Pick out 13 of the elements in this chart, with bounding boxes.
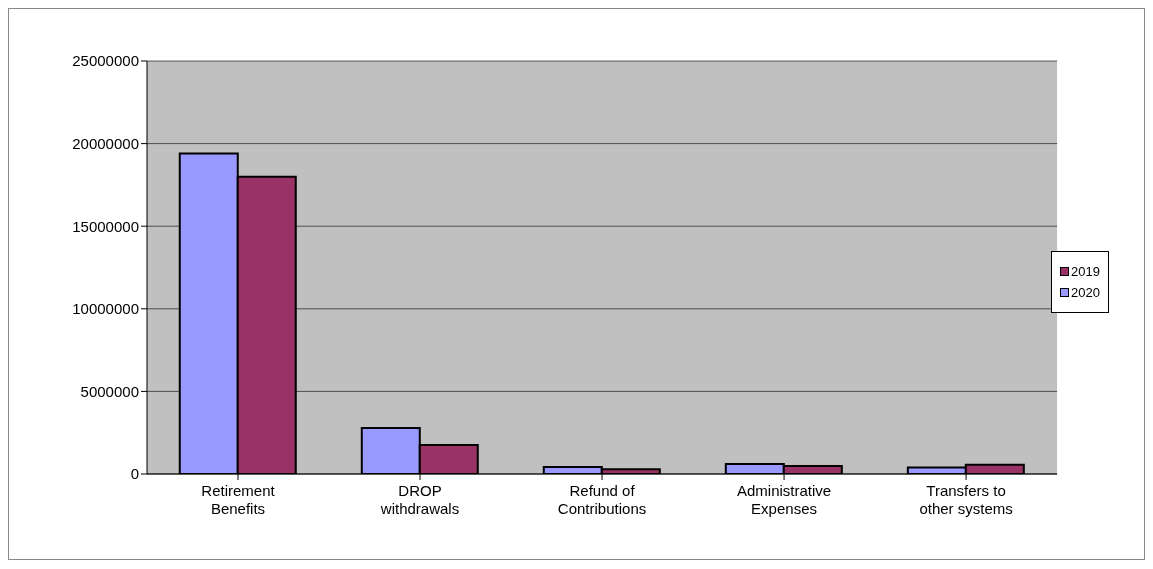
x-tick-label: Transfers to other systems (919, 482, 1013, 517)
x-tick-label: Refund of Contributions (557, 482, 647, 517)
legend-label: 2019 (1071, 263, 1100, 279)
y-tick-label: 0 (130, 465, 139, 483)
y-tick-label: 25000000 (72, 52, 139, 70)
y-tick-label: 15000000 (72, 217, 139, 235)
x-tick-label: Administrative Expenses (736, 482, 832, 517)
y-tick-label: 20000000 (72, 134, 139, 152)
x-tick-label: Retirement Benefits (201, 482, 276, 517)
x-tick-label: DROP withdrawals (379, 482, 460, 517)
y-tick-label: 5000000 (80, 382, 139, 400)
legend-label: 2020 (1071, 284, 1100, 300)
y-tick-label: 10000000 (72, 300, 139, 318)
